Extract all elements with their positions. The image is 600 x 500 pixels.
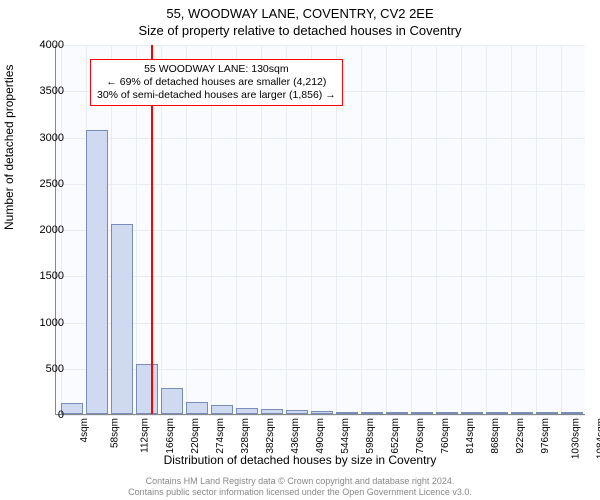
gridline-v [486,45,487,414]
histogram-bar [436,412,458,414]
footer-attribution: Contains HM Land Registry data © Crown c… [0,476,600,498]
annotation-line1: 55 WOODWAY LANE: 130sqm [97,63,336,76]
x-tick-label: 274sqm [215,418,226,454]
histogram-bar [111,224,133,414]
histogram-bar [261,409,283,414]
gridline-v [461,45,462,414]
x-tick-label: 4sqm [79,418,90,442]
x-tick-label: 1030sqm [571,418,582,459]
histogram-bar [61,403,83,414]
histogram-bar [236,408,258,414]
histogram-bar [311,411,333,414]
x-axis-label: Distribution of detached houses by size … [0,453,600,467]
histogram-bar [386,412,408,414]
y-tick-label: 1500 [24,270,64,282]
histogram-bar [86,130,108,414]
x-tick-label: 976sqm [540,418,551,454]
histogram-bar [411,412,433,414]
x-tick-label: 706sqm [415,418,426,454]
annotation-line2: ← 69% of detached houses are smaller (4,… [97,76,336,89]
histogram-bar [461,412,483,414]
histogram-bar [286,410,308,414]
annotation-line3: 30% of semi-detached houses are larger (… [97,89,336,102]
x-tick-label: 58sqm [110,418,121,448]
x-tick-label: 328sqm [240,418,251,454]
histogram-bar [161,388,183,414]
gridline-v [511,45,512,414]
x-tick-label: 436sqm [290,418,301,454]
x-tick-label: 1084sqm [596,418,600,459]
x-tick-label: 598sqm [365,418,376,454]
gridline-h [56,415,585,416]
gridline-v [436,45,437,414]
x-tick-label: 544sqm [340,418,351,454]
annotation-box: 55 WOODWAY LANE: 130sqm← 69% of detached… [90,59,343,106]
y-axis-label: Number of detached properties [2,65,16,230]
y-tick-label: 3500 [24,85,64,97]
histogram-bar [511,412,533,414]
x-tick-label: 166sqm [165,418,176,454]
gridline-v [411,45,412,414]
plot-area: 55 WOODWAY LANE: 130sqm← 69% of detached… [55,45,585,415]
histogram-bar [186,402,208,414]
x-tick-label: 868sqm [490,418,501,454]
x-tick-label: 814sqm [465,418,476,454]
histogram-bar [336,412,358,414]
x-tick-label: 112sqm [139,418,150,453]
gridline-v [386,45,387,414]
y-tick-label: 0 [24,409,64,421]
histogram-bar [136,364,158,414]
y-tick-label: 1000 [24,317,64,329]
gridline-v [361,45,362,414]
y-tick-label: 3000 [24,132,64,144]
histogram-bar [211,405,233,414]
footer-line2: Contains public sector information licen… [0,487,600,498]
footer-line1: Contains HM Land Registry data © Crown c… [0,476,600,487]
chart-container: 55 WOODWAY LANE: 130sqm← 69% of detached… [55,45,585,415]
y-tick-label: 4000 [24,39,64,51]
y-tick-label: 500 [24,363,64,375]
x-tick-label: 220sqm [190,418,201,454]
x-tick-label: 490sqm [315,418,326,454]
y-tick-label: 2500 [24,178,64,190]
x-tick-label: 652sqm [390,418,401,454]
histogram-bar [486,412,508,414]
page-title-line2: Size of property relative to detached ho… [0,21,600,38]
x-tick-label: 922sqm [515,418,526,454]
histogram-bar [536,412,558,414]
x-tick-label: 760sqm [440,418,451,454]
histogram-bar [361,412,383,414]
x-tick-label: 382sqm [265,418,276,454]
y-tick-label: 2000 [24,224,64,236]
page-title-line1: 55, WOODWAY LANE, COVENTRY, CV2 2EE [0,0,600,21]
gridline-v [561,45,562,414]
histogram-bar [561,412,583,414]
gridline-v [536,45,537,414]
